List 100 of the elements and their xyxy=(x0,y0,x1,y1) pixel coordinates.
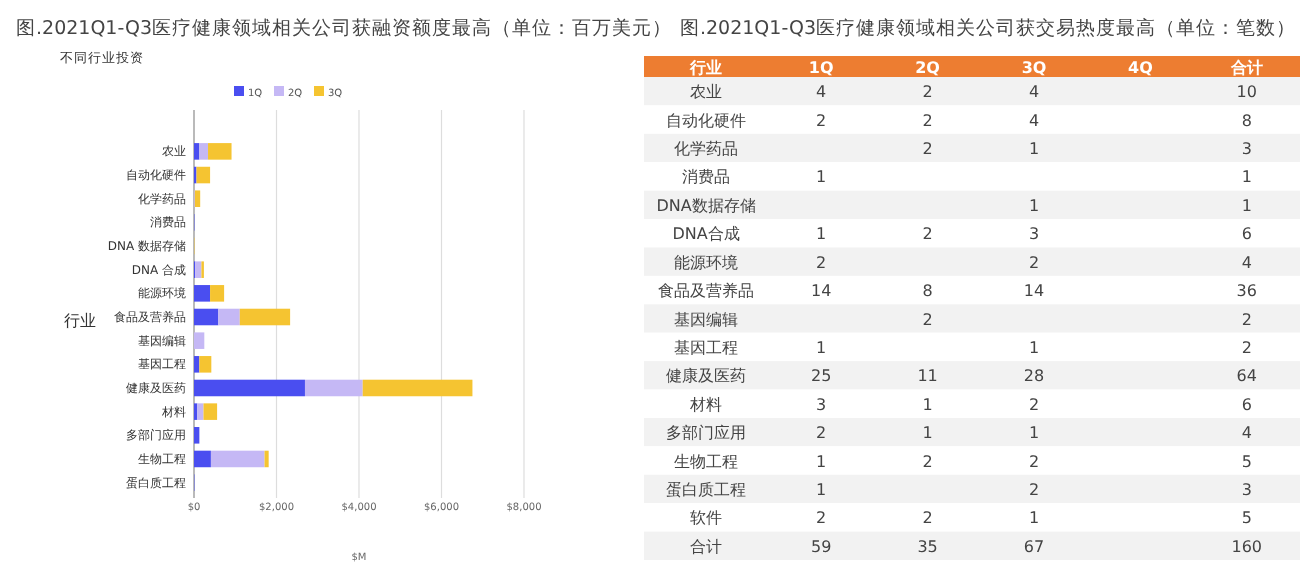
bar xyxy=(194,450,211,468)
y-tick-label: 化学药品 xyxy=(674,140,738,159)
data-label: 64 xyxy=(1236,367,1257,386)
chart-title: 图.2021Q1-Q3医疗健康领域相关公司获融资额度最高（单位：百万美元） xyxy=(16,16,673,40)
data-label: 5 xyxy=(1241,452,1252,471)
data-label: 3 xyxy=(1241,480,1252,499)
data-label: 2 xyxy=(816,509,827,528)
data-label: 1 xyxy=(1028,140,1040,159)
data-label: 2 xyxy=(922,310,933,329)
data-label: 8 xyxy=(1241,111,1252,130)
bar xyxy=(195,261,202,278)
data-label: 6 xyxy=(1241,395,1252,414)
bar xyxy=(218,308,240,326)
bar xyxy=(194,427,200,444)
x-tick-label: 合计 xyxy=(1228,59,1263,77)
y-axis-title: 行业 xyxy=(64,312,96,330)
data-label: 1 xyxy=(816,225,827,244)
y-tick-label: 合计 xyxy=(690,537,722,556)
y-tick-label: 自动化硬件 xyxy=(666,111,746,130)
data-label: 2 xyxy=(1028,253,1040,272)
data-label: 3 xyxy=(1241,140,1252,159)
data-label: 6 xyxy=(1241,225,1252,244)
data-label: 4 xyxy=(1241,424,1252,443)
bar xyxy=(194,332,205,349)
bar xyxy=(199,356,212,373)
y-tick-label: DNA数据存储 xyxy=(656,196,756,215)
data-label: 35 xyxy=(917,537,938,556)
bar xyxy=(239,308,291,326)
data-label: 4 xyxy=(1241,253,1252,272)
bar xyxy=(210,450,265,468)
bar xyxy=(197,403,204,420)
x-tick-label: 4Q xyxy=(1128,59,1154,77)
bar xyxy=(203,403,218,420)
bar xyxy=(362,379,473,397)
data-label: 2 xyxy=(922,225,933,244)
data-label: 2 xyxy=(1241,338,1252,357)
y-tick-label: 农业 xyxy=(690,83,722,102)
data-label: 1 xyxy=(816,480,827,499)
data-label: 1 xyxy=(816,338,827,357)
data-label: 2 xyxy=(922,452,933,471)
data-label: 4 xyxy=(1028,111,1040,130)
data-label: 10 xyxy=(1236,83,1257,102)
y-tick-label: 生物工程 xyxy=(674,452,738,471)
data-label: 4 xyxy=(816,83,827,102)
bar xyxy=(194,285,211,302)
data-label: 59 xyxy=(811,537,832,556)
data-label: 14 xyxy=(811,282,832,301)
bar xyxy=(210,285,225,302)
data-label: 1 xyxy=(1028,338,1040,357)
data-label: 2 xyxy=(922,509,933,528)
data-label: 2 xyxy=(816,253,827,272)
bar xyxy=(196,166,211,184)
bar xyxy=(199,143,209,160)
chart-title: 图.2021Q1-Q3医疗健康领域相关公司获交易热度最高（单位：笔数） xyxy=(679,16,1297,40)
y-tick-label: DNA合成 xyxy=(672,225,740,244)
data-label: 36 xyxy=(1236,282,1257,301)
data-label: 14 xyxy=(1023,282,1045,301)
data-label: 5 xyxy=(1241,509,1252,528)
data-label: 1 xyxy=(1028,424,1040,443)
data-label: 1 xyxy=(816,168,827,187)
data-label: 1 xyxy=(922,424,933,443)
bar xyxy=(208,143,232,160)
data-label: 2 xyxy=(922,111,933,130)
data-label: 1 xyxy=(816,452,827,471)
data-label: 2 xyxy=(816,111,827,130)
bar xyxy=(304,379,363,397)
y-tick-label: 材料 xyxy=(688,395,722,414)
data-label: 11 xyxy=(917,367,938,386)
bar xyxy=(194,356,200,373)
data-label: 1 xyxy=(1028,196,1040,215)
data-label: 67 xyxy=(1023,537,1045,556)
bar xyxy=(194,143,200,160)
x-tick-label: 3Q xyxy=(1021,59,1047,77)
data-label: 1 xyxy=(1028,509,1040,528)
data-label: 3 xyxy=(1028,225,1040,244)
data-label: 2 xyxy=(1028,395,1040,414)
y-tick-label: 基因工程 xyxy=(674,338,738,357)
y-tick-label: 消费品 xyxy=(682,168,730,187)
data-label: 25 xyxy=(811,367,832,386)
data-label: 2 xyxy=(816,424,827,443)
y-tick-label: 基因编辑 xyxy=(674,310,738,329)
data-label: 4 xyxy=(1028,83,1040,102)
x-tick-label: 1Q xyxy=(808,59,834,77)
y-tick-label: 食品及营养品 xyxy=(658,282,754,301)
data-label: 2 xyxy=(1028,480,1040,499)
data-label: 28 xyxy=(1023,367,1045,386)
data-label: 1 xyxy=(922,395,933,414)
y-tick-label: 健康及医药 xyxy=(666,367,746,386)
y-tick-label: 能源环境 xyxy=(674,253,738,272)
data-label: 2 xyxy=(1241,310,1252,329)
bar xyxy=(194,379,305,397)
data-label: 160 xyxy=(1231,537,1263,556)
data-label: 8 xyxy=(922,282,933,301)
y-tick-label: 蛋白质工程 xyxy=(666,480,746,499)
y-tick-label: 软件 xyxy=(690,509,722,528)
data-label: 2 xyxy=(922,83,933,102)
x-tick-label: 2Q xyxy=(915,59,941,77)
data-label: 2 xyxy=(922,140,933,159)
data-label: 2 xyxy=(1028,452,1040,471)
y-tick-label: 多部门应用 xyxy=(666,424,746,443)
